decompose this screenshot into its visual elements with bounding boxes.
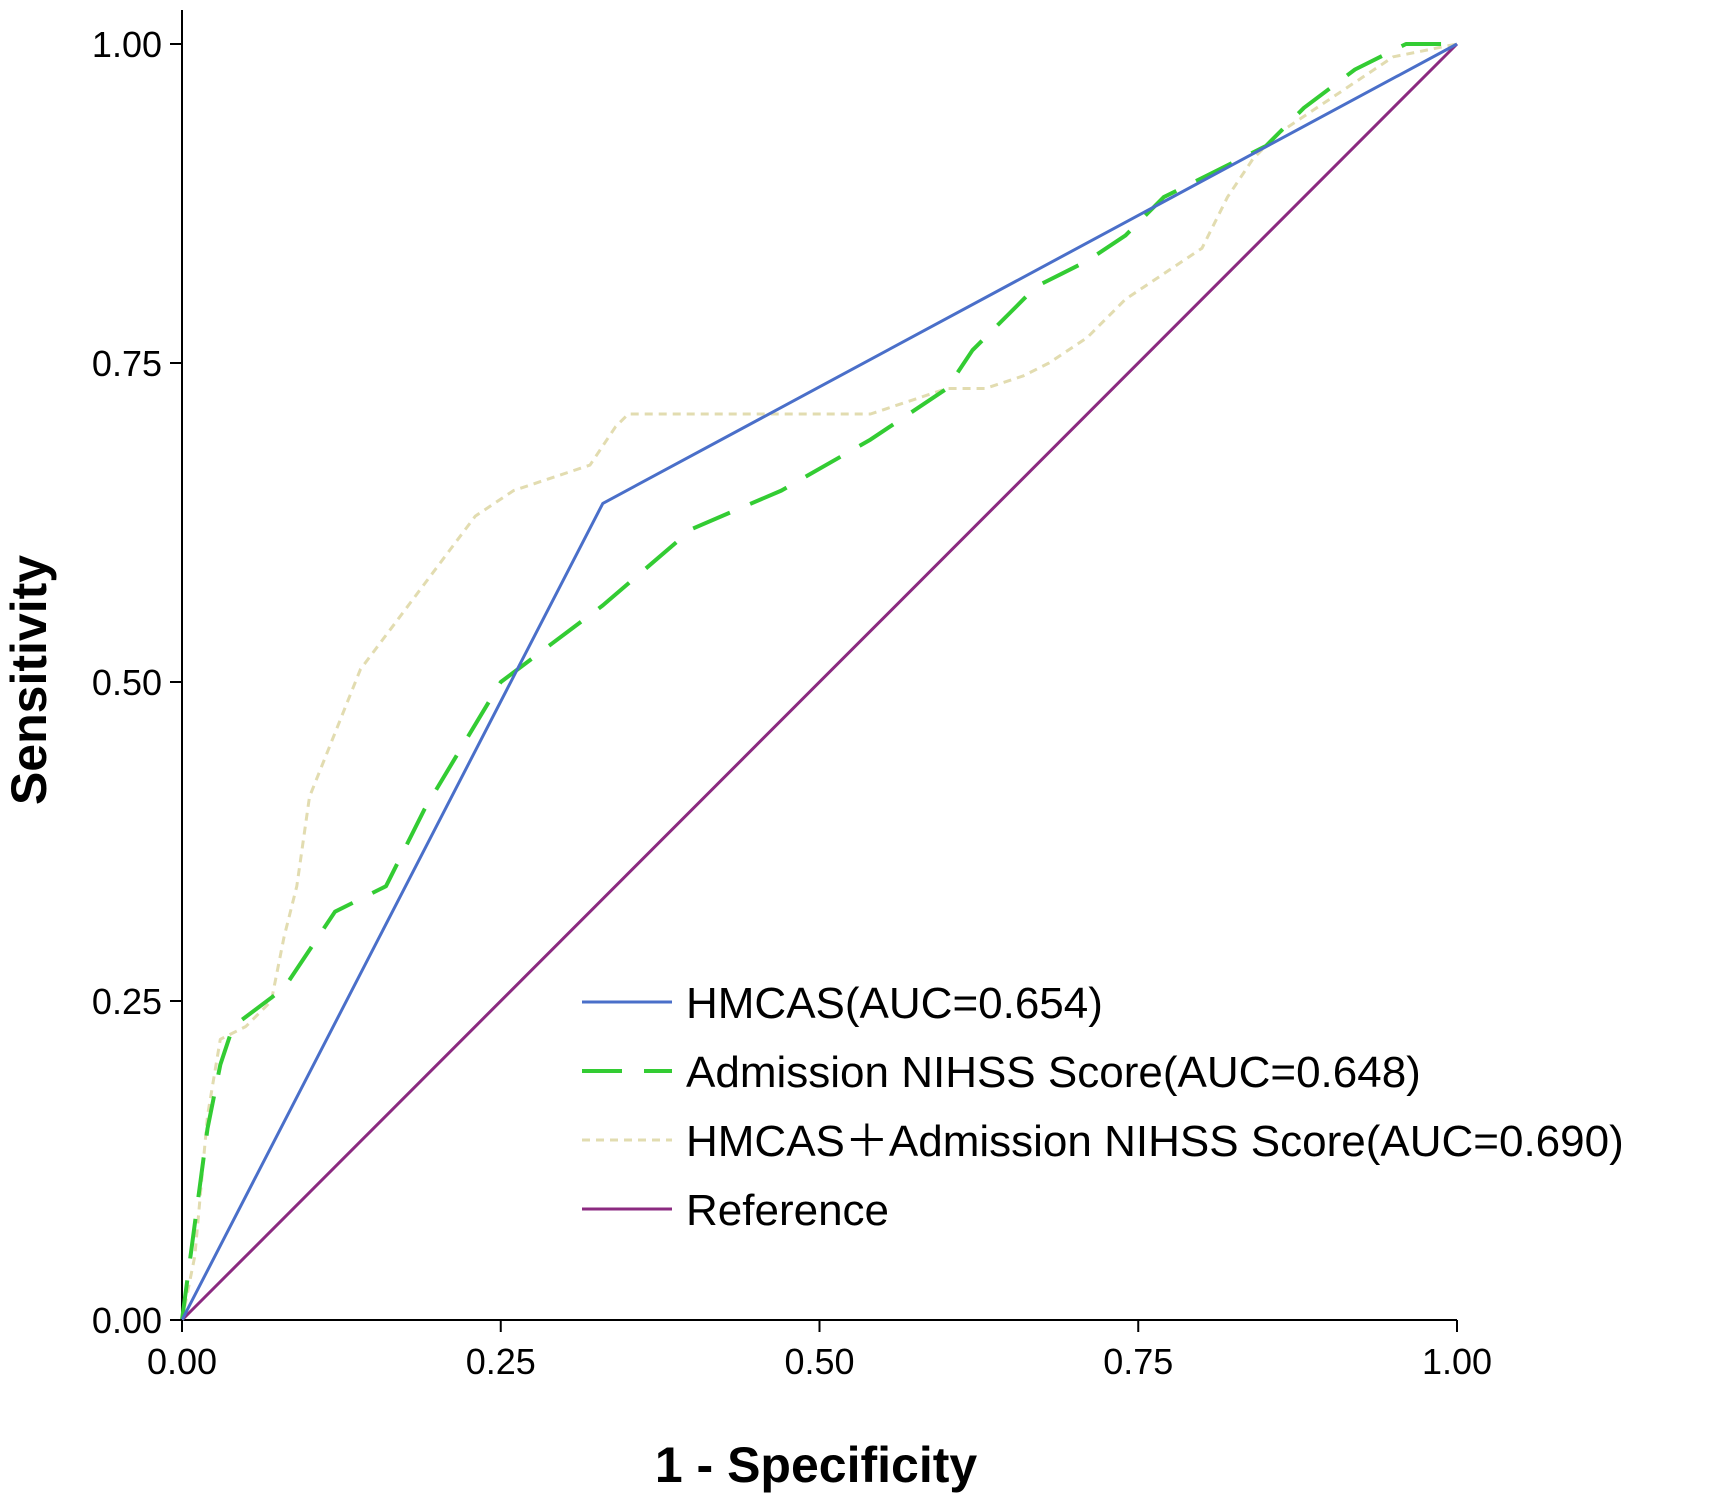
y-tick-label: 0.75	[92, 343, 162, 384]
x-tick-label: 0.75	[1103, 1341, 1173, 1382]
x-tick-label: 0.25	[466, 1341, 536, 1382]
tick-labels: 0.00 0.25 0.50 0.75 1.00 0.00 0.25 0.50 0.75 1.00	[92, 24, 1492, 1382]
legend-label-combined: HMCAS＋Admission NIHSS Score(AUC=0.690)	[686, 1117, 1624, 1166]
series-line-hmcas	[180, 42, 1458, 1321]
y-tick-label: 0.00	[92, 1300, 162, 1341]
x-tick-label: 0.50	[784, 1341, 854, 1382]
legend-label-reference: Reference	[686, 1186, 889, 1235]
legend-label-nihss: Admission NIHSS Score(AUC=0.648)	[686, 1048, 1421, 1097]
legend: HMCAS(AUC=0.654) Admission NIHSS Score(A…	[582, 979, 1624, 1235]
y-axis-title: Sensitivity	[1, 555, 57, 805]
x-tick-label: 0.00	[147, 1341, 217, 1382]
x-tick-label: 1.00	[1422, 1341, 1492, 1382]
y-tick-label: 1.00	[92, 24, 162, 65]
y-tick-label: 0.25	[92, 981, 162, 1022]
series-lines	[180, 42, 1459, 1322]
x-axis-title: 1 - Specificity	[655, 1437, 978, 1493]
series-line-reference	[180, 42, 1459, 1322]
legend-label-hmcas: HMCAS(AUC=0.654)	[686, 979, 1103, 1028]
series-line-nihss	[180, 42, 1457, 1321]
y-tick-label: 0.50	[92, 662, 162, 703]
series-line-combined	[180, 42, 1458, 1321]
